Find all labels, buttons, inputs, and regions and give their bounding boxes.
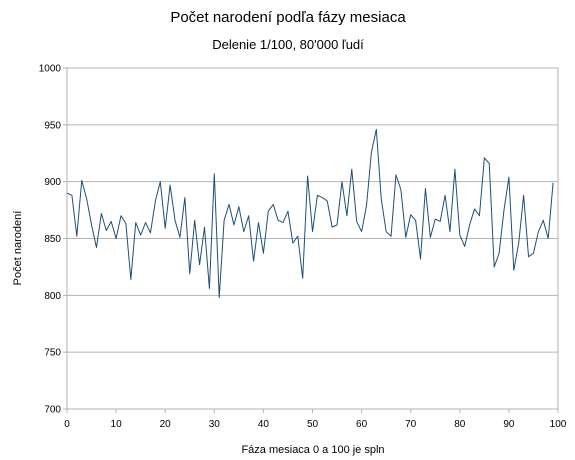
x-tick-label: 90 xyxy=(503,419,515,430)
x-tick-label: 70 xyxy=(405,419,417,430)
y-tick-label: 950 xyxy=(44,120,61,131)
x-tick-label: 80 xyxy=(454,419,466,430)
x-tick-label: 60 xyxy=(356,419,368,430)
x-tick-label: 50 xyxy=(307,419,319,430)
y-tick-label: 900 xyxy=(44,177,61,188)
x-tick-label: 20 xyxy=(160,419,172,430)
y-tick-label: 850 xyxy=(44,234,61,245)
y-tick-label: 700 xyxy=(44,405,61,416)
chart-subtitle: Delenie 1/100, 80'000 ľudí xyxy=(212,37,364,52)
x-axis-title: Fáza mesiaca 0 a 100 je spln xyxy=(241,444,384,456)
y-tick-label: 800 xyxy=(44,291,61,302)
y-tick-label: 1000 xyxy=(39,64,62,75)
y-axis-title: Počet narodení xyxy=(12,211,24,286)
x-tick-label: 0 xyxy=(64,419,70,430)
x-tick-label: 10 xyxy=(111,419,123,430)
series-line xyxy=(66,128,554,299)
chart-title: Počet narodení podľa fázy mesiaca xyxy=(170,9,406,26)
y-tick-label: 750 xyxy=(44,348,61,359)
x-tick-label: 100 xyxy=(550,419,567,430)
x-tick-label: 40 xyxy=(258,419,270,430)
x-tick-label: 30 xyxy=(209,419,221,430)
plot-area: 700 750 800 850 900 950 1000 0 10 20 30 40 50 60 70 80 9… xyxy=(39,64,567,431)
